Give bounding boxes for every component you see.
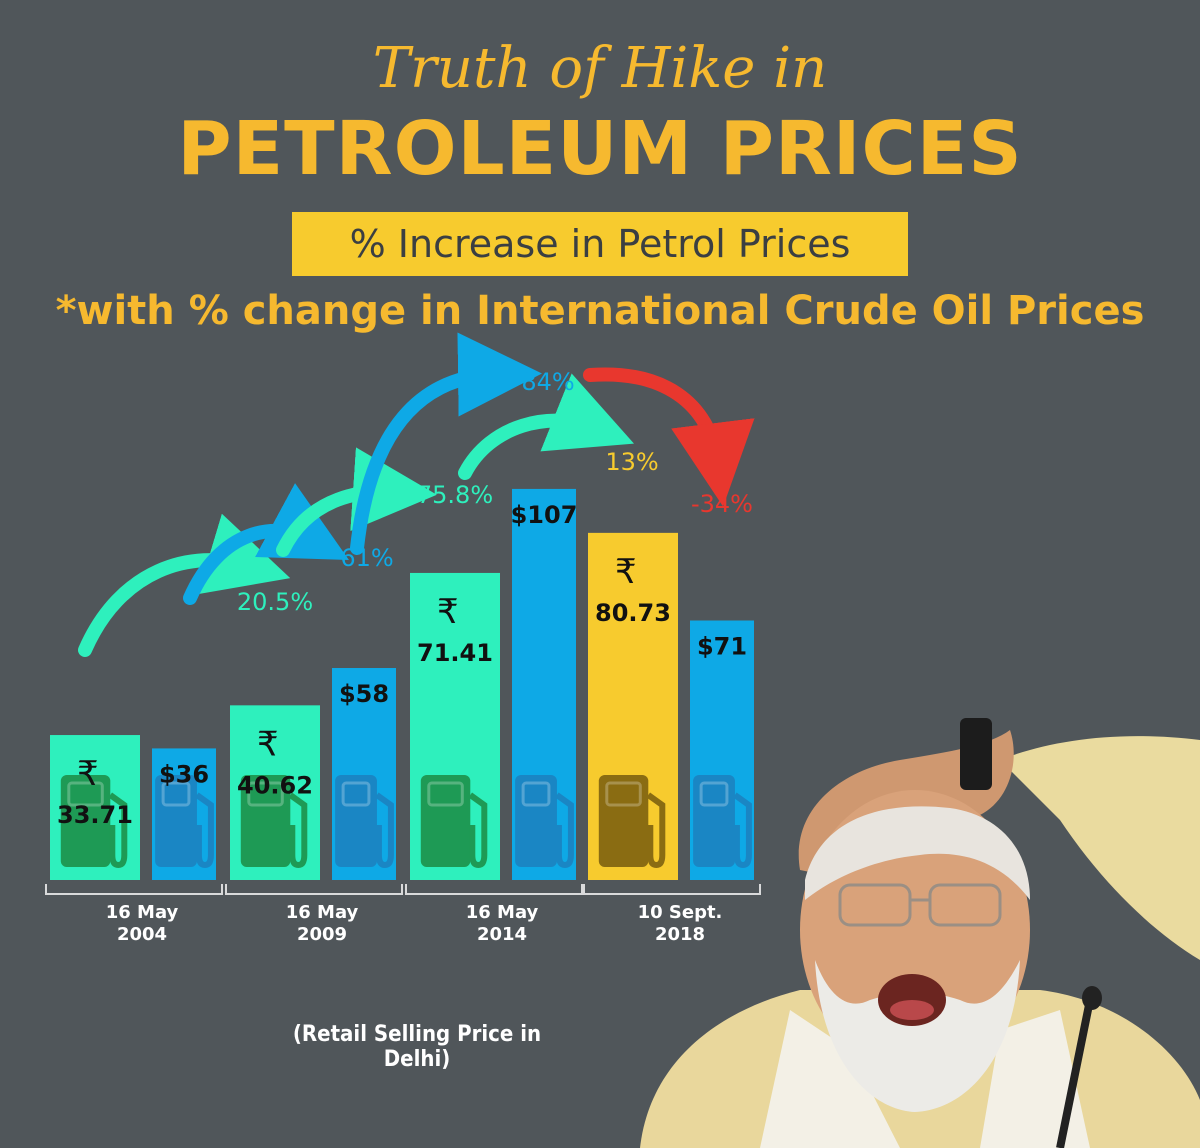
category-label: 16 May: [286, 902, 359, 923]
arrow-petrol-2009: [78, 513, 291, 657]
petrol-value-label: 71.41: [417, 639, 493, 667]
fuel-pump-icon: [515, 775, 574, 869]
crude-value-label: $107: [511, 501, 578, 529]
category-label: 16 May: [466, 902, 539, 923]
petrol-value-label: 33.71: [57, 801, 133, 829]
fuel-pump-icon: [335, 775, 394, 869]
fuel-pump-icon: [693, 775, 752, 869]
category-bracket: [583, 884, 761, 895]
subtitle-crude: *with % change in International Crude Oi…: [55, 288, 1145, 334]
category-bracket: [405, 884, 583, 895]
crude-value-label: $58: [339, 680, 389, 708]
fuel-pump-icon: [155, 775, 214, 869]
petrol-value-label: 40.62: [237, 771, 313, 799]
crude-pct-label: 61%: [340, 544, 393, 572]
title-line1: Truth of Hike in: [372, 36, 828, 101]
fuel-pump-icon: [240, 775, 308, 869]
petrol-pct-label: 20.5%: [237, 588, 313, 616]
category-label: 2009: [297, 924, 347, 945]
arrow-crude-2014: [350, 332, 542, 555]
crude-pct-label: 84%: [521, 368, 574, 396]
category-label: 2014: [477, 924, 527, 945]
rupee-symbol: ₹: [615, 552, 637, 592]
category-bracket: [45, 884, 223, 895]
crude-value-label: $36: [159, 760, 209, 788]
footnote: (Retail Selling Price in Delhi): [292, 1022, 542, 1072]
petrol-pct-label: 13%: [605, 448, 658, 476]
petrol-value-label: 80.73: [595, 599, 671, 627]
category-bracket: [225, 884, 403, 895]
fuel-pump-icon: [420, 775, 488, 869]
arrow-crude-2018: [583, 367, 755, 507]
arrow-petrol-2018: [458, 373, 635, 480]
rupee-symbol: ₹: [77, 754, 99, 794]
rupee-symbol: ₹: [257, 724, 279, 764]
category-label: 10 Sept.: [638, 902, 723, 923]
category-label: 16 May: [106, 902, 179, 923]
category-label: 2004: [117, 924, 167, 945]
category-label: 2018: [655, 924, 705, 945]
petrol-pct-label: 75.8%: [417, 481, 493, 509]
fuel-pump-icon: [598, 775, 666, 869]
title-line2: PETROLEUM PRICES: [177, 106, 1023, 192]
crude-pct-label: -34%: [691, 490, 753, 518]
subtitle-box: % Increase in Petrol Prices: [292, 212, 908, 276]
arrow-petrol-2014: [276, 447, 437, 557]
subtitle-text: % Increase in Petrol Prices: [349, 222, 851, 266]
fuel-pump-icon: [60, 775, 128, 869]
rupee-symbol: ₹: [437, 592, 459, 632]
crude-value-label: $71: [697, 632, 747, 660]
